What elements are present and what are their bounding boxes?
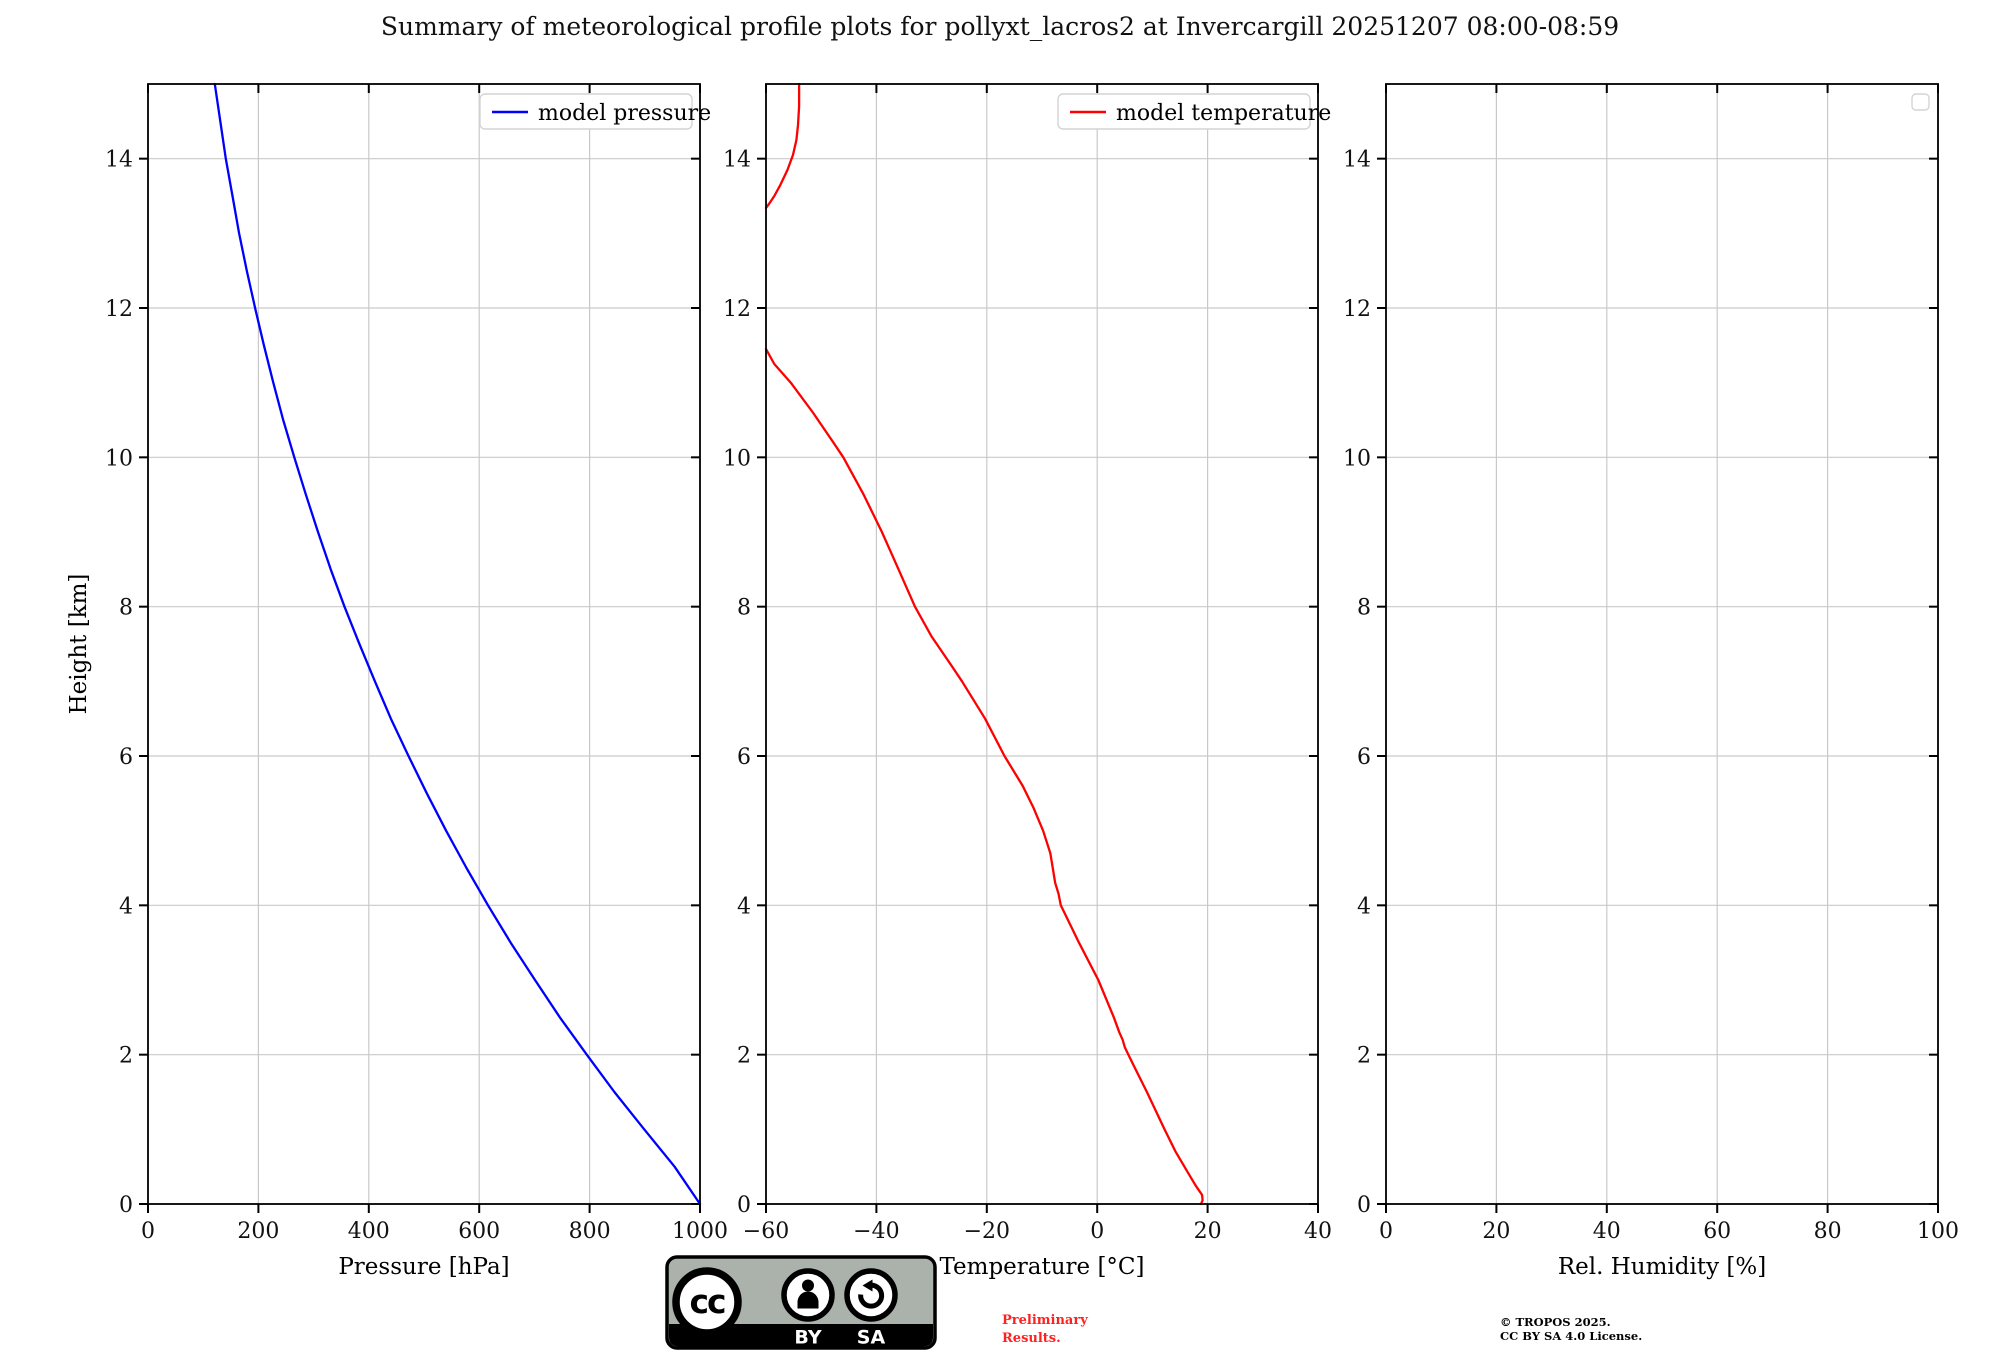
- svg-text:12: 12: [723, 297, 751, 322]
- attribution-person-icon: [781, 1268, 835, 1322]
- x-axis-label: Temperature [°C]: [939, 1254, 1144, 1280]
- svg-text:0: 0: [1379, 1219, 1393, 1244]
- legend: [1911, 93, 1930, 111]
- copyright-line2: CC BY SA 4.0 License.: [1500, 1328, 1643, 1343]
- svg-text:cc: cc: [689, 1282, 725, 1321]
- svg-text:0: 0: [119, 1193, 133, 1218]
- preliminary-note: Preliminary Results.: [1002, 1312, 1088, 1348]
- axes-frame: [147, 83, 701, 1205]
- svg-text:40: 40: [1593, 1219, 1621, 1244]
- by-label: BY: [794, 1327, 821, 1349]
- svg-text:6: 6: [1357, 745, 1371, 770]
- copyright-note: © TROPOS 2025. CC BY SA 4.0 License.: [1500, 1315, 1643, 1343]
- svg-text:60: 60: [1703, 1219, 1731, 1244]
- svg-text:4: 4: [737, 894, 751, 919]
- svg-text:8: 8: [1357, 596, 1371, 621]
- svg-text:10: 10: [1343, 446, 1371, 471]
- svg-text:40: 40: [1304, 1219, 1332, 1244]
- x-axis-label: Rel. Humidity [%]: [1558, 1254, 1766, 1280]
- svg-text:0: 0: [1090, 1219, 1104, 1244]
- axes-frame: [765, 83, 1319, 1205]
- svg-text:4: 4: [1357, 894, 1371, 919]
- legend: model pressure: [479, 93, 711, 130]
- svg-text:14: 14: [105, 148, 133, 173]
- humidity-profile-plot: 0 20 40 60 80 100 0 2 4 6 8 10 12 14 Rel. Humidity [%]: [1266, 62, 1978, 1296]
- svg-text:20: 20: [1482, 1219, 1510, 1244]
- svg-text:100: 100: [1917, 1219, 1959, 1244]
- cc-logo-icon: cc: [672, 1267, 742, 1337]
- x-axis-label: Pressure [hPa]: [338, 1254, 509, 1280]
- svg-text:−60: −60: [743, 1219, 789, 1244]
- legend-label: model pressure: [538, 101, 711, 126]
- chart-canvas-1: −60 −40 −20 0 20 40 0 2 4 6 8 10 12 14 Temperature [°C…: [723, 82, 1332, 1280]
- model-temperature-curve: [764, 347, 1204, 1206]
- cc-license-badge: cc BY SA: [665, 1255, 937, 1350]
- svg-text:12: 12: [105, 297, 133, 322]
- svg-text:8: 8: [737, 596, 751, 621]
- tick-labels: 0 20 40 60 80 100 0 2 4 6 8 10 12 14: [1343, 148, 1959, 1244]
- model-pressure-curve: [213, 82, 702, 1206]
- pressure-profile-plot: 0 200 400 600 800 1000 0 2 4 6 8 10 12 14 Pressure [hP…: [28, 62, 740, 1296]
- svg-text:0: 0: [737, 1193, 751, 1218]
- badge-bottom-bar: [669, 1324, 933, 1347]
- copyright-line1: © TROPOS 2025.: [1500, 1315, 1611, 1329]
- svg-text:4: 4: [119, 894, 133, 919]
- gridlines: [765, 84, 1319, 1205]
- svg-text:14: 14: [723, 148, 751, 173]
- preliminary-note-line1: Preliminary: [1002, 1313, 1088, 1328]
- chart-canvas-0: 0 200 400 600 800 1000 0 2 4 6 8 10 12 14 Pressure [hP…: [66, 82, 728, 1280]
- empty-legend-box: [1911, 93, 1930, 111]
- axes-frame: [1385, 83, 1939, 1205]
- chart-canvas-2: 0 20 40 60 80 100 0 2 4 6 8 10 12 14 Rel. Humidity [%]: [1343, 83, 1959, 1280]
- tick-labels: −60 −40 −20 0 20 40 0 2 4 6 8 10 12 14: [723, 148, 1332, 1244]
- sa-label: SA: [857, 1327, 886, 1349]
- svg-text:800: 800: [569, 1219, 611, 1244]
- svg-text:400: 400: [348, 1219, 390, 1244]
- svg-text:0: 0: [141, 1219, 155, 1244]
- svg-text:6: 6: [737, 745, 751, 770]
- svg-text:2: 2: [737, 1044, 751, 1069]
- svg-text:−20: −20: [964, 1219, 1010, 1244]
- share-alike-icon: [844, 1268, 898, 1322]
- gridlines: [1385, 84, 1939, 1205]
- svg-text:10: 10: [723, 446, 751, 471]
- model-temperature-curve: [764, 82, 801, 210]
- svg-text:8: 8: [119, 596, 133, 621]
- svg-text:0: 0: [1357, 1193, 1371, 1218]
- svg-text:200: 200: [237, 1219, 279, 1244]
- svg-text:80: 80: [1814, 1219, 1842, 1244]
- temperature-profile-plot: −60 −40 −20 0 20 40 0 2 4 6 8 10 12 14 Temperature [°C…: [646, 62, 1358, 1296]
- svg-text:−40: −40: [853, 1219, 899, 1244]
- axis-ticks: [1377, 84, 1939, 1213]
- svg-text:2: 2: [119, 1044, 133, 1069]
- axis-ticks: [757, 84, 1319, 1213]
- svg-text:14: 14: [1343, 148, 1371, 173]
- y-axis-label: Height [km]: [66, 574, 92, 715]
- svg-text:20: 20: [1194, 1219, 1222, 1244]
- axis-ticks: [139, 84, 701, 1213]
- figure-title: Summary of meteorological profile plots …: [380, 12, 1620, 41]
- svg-text:6: 6: [119, 745, 133, 770]
- svg-text:600: 600: [458, 1219, 500, 1244]
- cc-badge-graphic: cc BY SA: [665, 1255, 937, 1350]
- legend: model temperature: [1057, 93, 1331, 130]
- svg-text:10: 10: [105, 446, 133, 471]
- tick-labels: 0 200 400 600 800 1000 0 2 4 6 8 10 12 14: [105, 148, 728, 1244]
- svg-text:12: 12: [1343, 297, 1371, 322]
- gridlines: [147, 84, 701, 1205]
- preliminary-note-line2: Results.: [1002, 1331, 1061, 1346]
- svg-text:2: 2: [1357, 1044, 1371, 1069]
- svg-text:1000: 1000: [672, 1219, 728, 1244]
- legend-label: model temperature: [1116, 101, 1331, 126]
